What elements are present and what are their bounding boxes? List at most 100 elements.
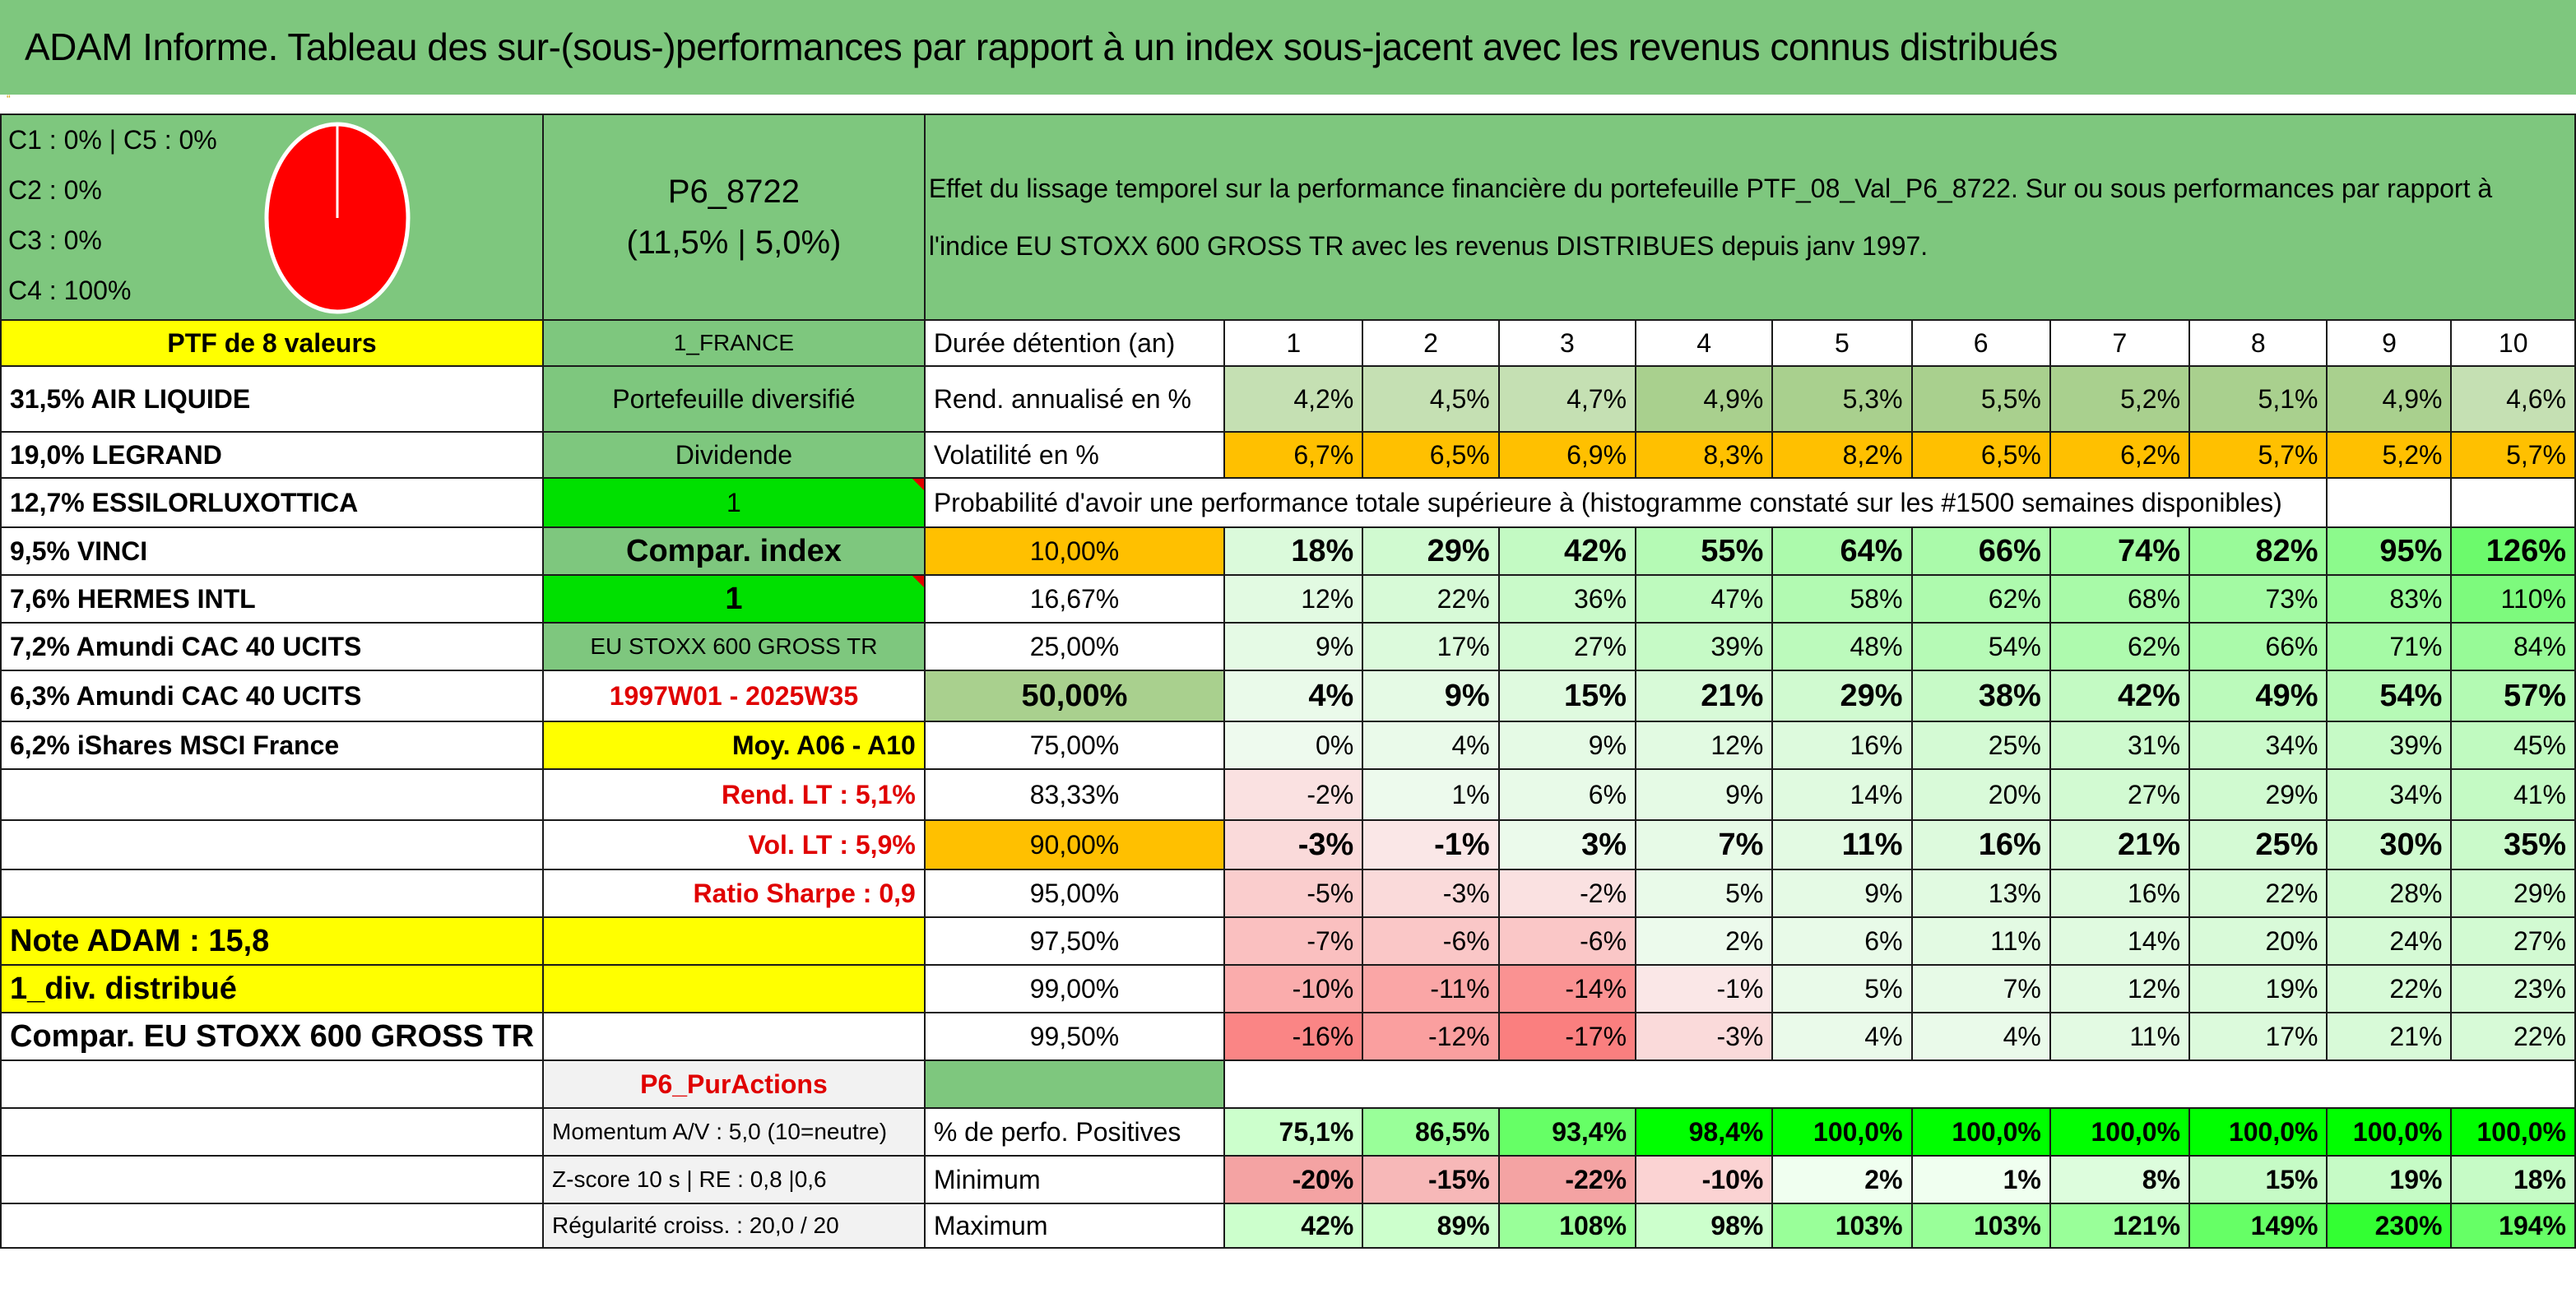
dividend-value[interactable]: 1 — [542, 477, 926, 528]
year-header: 2 — [1362, 319, 1500, 367]
probability-level: 83,33% — [923, 768, 1226, 821]
probability-value: -3% — [1223, 819, 1364, 870]
probability-value: 11% — [1771, 819, 1913, 870]
grid-row: 6,2% iShares MSCI France Moy. A06 - A10 75… — [0, 721, 2576, 770]
probability-value: 58% — [1771, 574, 1913, 624]
grid-row: Momentum A/V : 5,0 (10=neutre)% de perfo… — [0, 1107, 2576, 1157]
vol-value: 5,7% — [2188, 431, 2328, 479]
probability-value: 21% — [2326, 1012, 2453, 1061]
probability-value: 17% — [1362, 622, 1500, 671]
probability-value: 82% — [2188, 526, 2328, 576]
probability-value: -5% — [1223, 869, 1364, 918]
year-header: 7 — [2049, 319, 2191, 367]
empty-cell — [0, 819, 545, 870]
probability-value: 64% — [1771, 526, 1913, 576]
probability-value: -16% — [1223, 1012, 1364, 1061]
probability-value: 12% — [2049, 964, 2191, 1013]
legend-item: C2 : 0% — [8, 175, 102, 205]
year-header: 10 — [2450, 319, 2576, 367]
rend-value: 5,1% — [2188, 365, 2328, 433]
vol-value: 8,3% — [1635, 431, 1774, 479]
prob-label: Probabilité d'avoir une performance tota… — [923, 477, 2328, 528]
holding-item: 12,7% ESSILORLUXOTTICA — [0, 477, 545, 528]
probability-value: 30% — [2326, 819, 2453, 870]
probability-value: 34% — [2326, 768, 2453, 821]
summary-value: -10% — [1635, 1155, 1774, 1204]
probability-level: 10,00% — [923, 526, 1226, 576]
probability-level: 16,67% — [923, 574, 1226, 624]
probability-value: 29% — [2450, 869, 2576, 918]
probability-value: 48% — [1771, 622, 1913, 671]
probability-value: 27% — [2450, 916, 2576, 966]
empty-cell — [2326, 477, 2453, 528]
probability-value: 11% — [1910, 916, 2051, 966]
probability-value: 9% — [1497, 721, 1637, 770]
holding-item: Compar. EU STOXX 600 GROSS TR — [0, 1012, 545, 1061]
probability-level: 99,00% — [923, 964, 1226, 1013]
summary-label: % de perfo. Positives — [923, 1107, 1226, 1157]
summary-value: 98,4% — [1635, 1107, 1774, 1157]
rend-value: 4,9% — [2326, 365, 2453, 433]
summary-value: 1% — [1910, 1155, 2051, 1204]
probability-value: 27% — [2049, 768, 2191, 821]
summary-value: 230% — [2326, 1203, 2453, 1249]
empty-cell — [2450, 477, 2576, 528]
summary-label: Maximum — [923, 1203, 1226, 1249]
probability-value: -6% — [1497, 916, 1637, 966]
holding-item: 7,2% Amundi CAC 40 UCITS — [0, 622, 545, 671]
probability-value: 9% — [1771, 869, 1913, 918]
probability-value: 34% — [2188, 721, 2328, 770]
probability-value: 12% — [1223, 574, 1364, 624]
summary-value: 103% — [1910, 1203, 2051, 1249]
summary-value: 19% — [2326, 1155, 2453, 1204]
probability-value: 22% — [2326, 964, 2453, 1013]
probability-value: 35% — [2450, 819, 2576, 870]
probability-value: 39% — [2326, 721, 2453, 770]
param-cell: Compar. index — [542, 526, 926, 576]
legend-item: C3 : 0% — [8, 225, 102, 255]
summary-value: -22% — [1497, 1155, 1637, 1204]
probability-value: 9% — [1362, 670, 1500, 722]
composition-pie-chart — [264, 122, 411, 314]
probability-value: 22% — [1362, 574, 1500, 624]
probability-value: 4% — [1771, 1012, 1913, 1061]
grid-row: 7,6% HERMES INTL 1 16,67% 12% 22% 36% 47% 58% 62… — [0, 574, 2576, 624]
param-cell: Vol. LT : 5,9% — [542, 819, 926, 870]
summary-value: 18% — [2450, 1155, 2576, 1204]
probability-value: 84% — [2450, 622, 2576, 671]
empty-cell — [1223, 1059, 2576, 1109]
country: 1_FRANCE — [542, 319, 926, 367]
probability-value: 9% — [1223, 622, 1364, 671]
grid-row: Z-score 10 s | RE : 0,8 |0,6 Minimum -20% -… — [0, 1155, 2576, 1204]
probability-value: 29% — [1362, 526, 1500, 576]
summary-value: 8% — [2049, 1155, 2191, 1204]
grid-row: Note ADAM : 15,8 97,50% -7% -6% -6% 2% 6% 11% 14… — [0, 916, 2576, 966]
year-header: 3 — [1497, 319, 1637, 367]
param-cell[interactable]: 1 — [542, 574, 926, 624]
probability-value: 22% — [2450, 1012, 2576, 1061]
portfolio-header: P6_8722 (11,5% | 5,0%) — [542, 114, 926, 321]
grid-row: 1_div. distribué 99,00% -10% -11% -14% -1% 5% 7… — [0, 964, 2576, 1013]
vol-value: 5,7% — [2450, 431, 2576, 479]
probability-value: 31% — [2049, 721, 2191, 770]
probability-value: 83% — [2326, 574, 2453, 624]
probability-value: 55% — [1635, 526, 1774, 576]
summary-value: 100,0% — [2450, 1107, 2576, 1157]
grid-row: Rend. LT : 5,1% 83,33% -2% 1% 6% 9% 14% 20% 27% 2… — [0, 768, 2576, 821]
rend-value: 4,5% — [1362, 365, 1500, 433]
summary-value: 89% — [1362, 1203, 1500, 1249]
probability-value: -7% — [1223, 916, 1364, 966]
empty-cell — [0, 1059, 545, 1109]
cell-marker: “ — [7, 92, 11, 105]
holding-item: 6,3% Amundi CAC 40 UCITS — [0, 670, 545, 722]
param-cell: Régularité croiss. : 20,0 / 20 — [542, 1203, 926, 1249]
vol-label: Volatilité en % — [923, 431, 1226, 479]
probability-value: 28% — [2326, 869, 2453, 918]
holdings-header: PTF de 8 valeurs — [0, 319, 545, 367]
holding-item: 31,5% AIR LIQUIDE — [0, 365, 545, 433]
probability-value: 20% — [1910, 768, 2051, 821]
probability-value: 62% — [1910, 574, 2051, 624]
probability-level: 95,00% — [923, 869, 1226, 918]
probability-level: 90,00% — [923, 819, 1226, 870]
probability-value: 68% — [2049, 574, 2191, 624]
